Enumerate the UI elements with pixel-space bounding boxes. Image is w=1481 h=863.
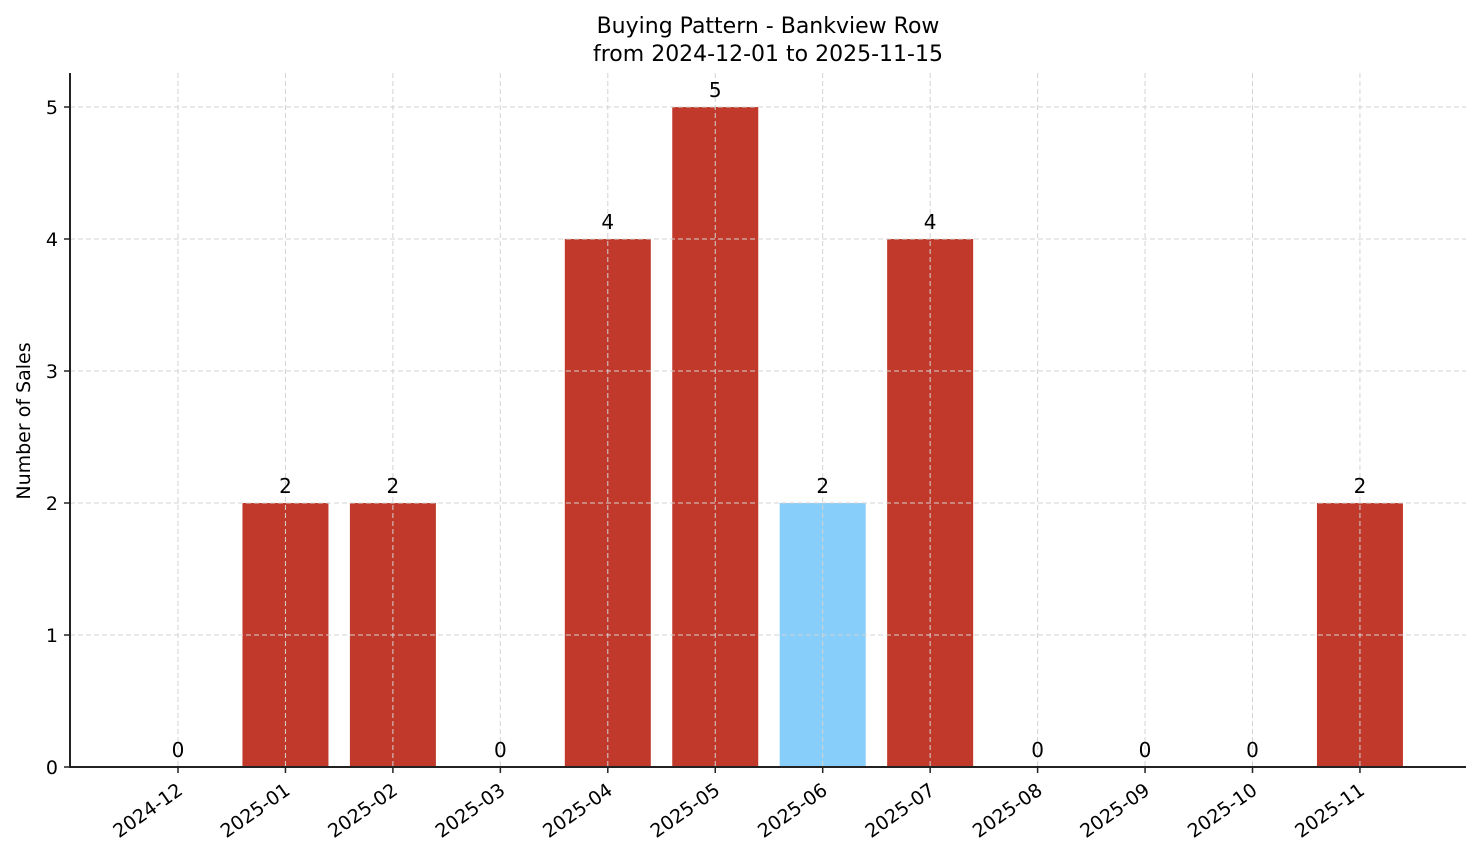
bar-value-label: 0 — [494, 738, 507, 762]
bar-value-label: 0 — [1246, 738, 1259, 762]
x-tick-label: 2024-12 — [109, 779, 187, 843]
x-tick-label: 2025-09 — [1076, 779, 1154, 843]
x-tick-label: 2025-05 — [646, 779, 724, 843]
x-tick-label: 2025-06 — [754, 779, 832, 843]
x-tick-label: 2025-01 — [217, 779, 295, 843]
bar-value-label: 2 — [1354, 474, 1367, 498]
bar-value-label: 4 — [601, 210, 614, 234]
y-tick-label: 5 — [46, 97, 58, 119]
y-tick-label: 1 — [46, 625, 58, 647]
chart-subtitle: from 2024-12-01 to 2025-11-15 — [593, 42, 943, 67]
bar-value-label: 0 — [1139, 738, 1152, 762]
x-tick-label: 2025-02 — [324, 779, 402, 843]
bar-value-label: 4 — [924, 210, 937, 234]
y-axis-label: Number of Sales — [13, 342, 35, 499]
bar-value-label: 0 — [172, 738, 185, 762]
x-tick-label: 2025-08 — [969, 779, 1047, 843]
x-tick-label: 2025-04 — [539, 779, 617, 843]
bar-value-label: 5 — [709, 78, 722, 102]
y-tick-label: 0 — [46, 757, 58, 779]
x-tick-label: 2025-10 — [1184, 779, 1262, 843]
grid-lines — [70, 73, 1466, 767]
y-tick-label: 2 — [46, 493, 58, 515]
y-tick-label: 3 — [46, 361, 58, 383]
bar-value-label: 0 — [1031, 738, 1044, 762]
bar-value-labels: 0 2 2 0 4 5 2 4 0 0 0 2 — [172, 78, 1367, 762]
bar-value-label: 2 — [387, 474, 400, 498]
y-tick-label: 4 — [46, 229, 58, 251]
x-tick-label: 2025-03 — [432, 779, 510, 843]
x-tick-label: 2025-07 — [861, 779, 939, 843]
bar-value-label: 2 — [279, 474, 292, 498]
bar-value-label: 2 — [816, 474, 829, 498]
x-tick-label: 2025-11 — [1291, 779, 1369, 843]
chart-title: Buying Pattern - Bankview Row — [597, 14, 940, 39]
